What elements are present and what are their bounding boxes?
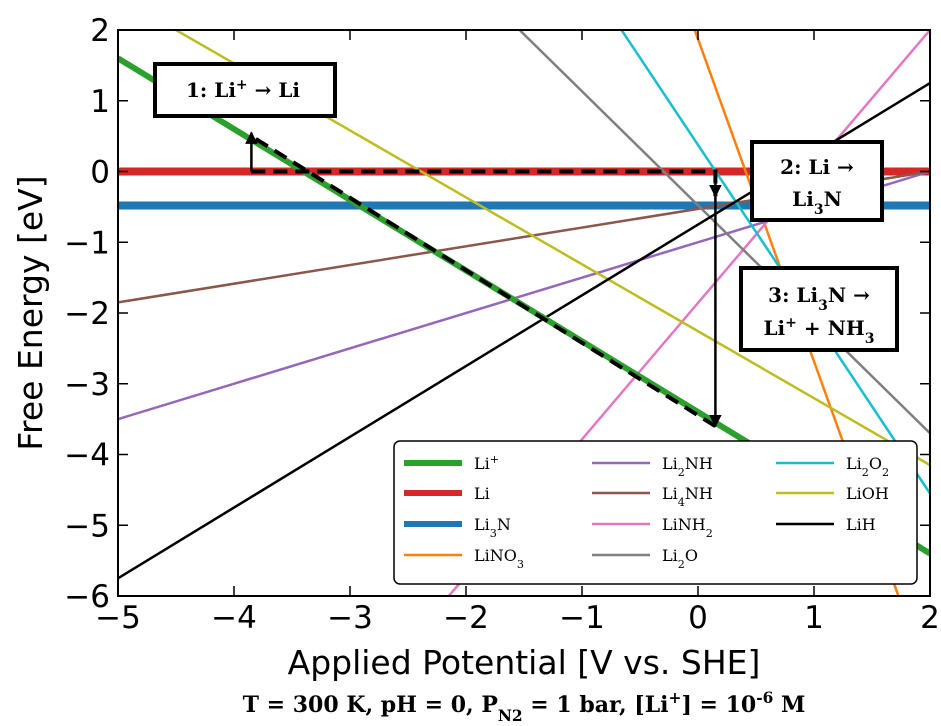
x-tick-label-3: −2 (443, 600, 489, 636)
x-tick-label-7: 2 (920, 600, 940, 636)
x-tick-label-5: 0 (688, 600, 708, 636)
legend-entry-1: Li (404, 484, 490, 503)
annotation-3-line-1: 3: Li3N → (768, 283, 870, 314)
legend-entry-7: Li2O (592, 546, 698, 571)
legend: Li+ Li Li3N LiNO3 Li2NH Li4NH LiNH2 Li2O Li2O2 Li… (393, 440, 918, 585)
legend-label-5: Li4NH (662, 484, 713, 509)
series-line-7 (517, 30, 930, 435)
y-tick-label-1: 1 (90, 84, 110, 120)
x-axis-label: Applied Potential [V vs. SHE] (288, 643, 761, 682)
path-diagonal-dashed (250, 134, 717, 428)
conditions-caption: T = 300 K, pH = 0, PN2 = 1 bar, [Li+] = … (243, 689, 806, 725)
legend-entry-3: LiNO3 (404, 546, 524, 571)
annotation-box-1: 1: Li+ → Li (153, 62, 337, 118)
legend-label-8: Li2O2 (846, 454, 889, 479)
legend-entry-4: Li2NH (592, 454, 713, 479)
legend-frame (393, 440, 918, 585)
y-tick-label-5: −3 (64, 367, 110, 403)
series-line-8 (620, 30, 930, 495)
y-tick-label-7: −5 (64, 508, 110, 544)
x-tick-label-0: −5 (95, 600, 141, 636)
legend-label-1: Li (474, 484, 490, 503)
legend-entry-0: Li+ (404, 453, 499, 474)
legend-entry-8: Li2O2 (776, 454, 889, 479)
annotation-2-line-1: 2: Li → (780, 155, 854, 179)
legend-label-10: LiH (846, 515, 876, 534)
annotation-3-line-2: Li+ + NH3 (763, 315, 874, 347)
legend-entry-9: LiOH (776, 484, 889, 503)
y-tick-label-4: −2 (64, 296, 110, 332)
x-tick-label-2: −3 (327, 600, 373, 636)
x-tick-label-1: −4 (211, 600, 257, 636)
x-tick-label-6: 1 (804, 600, 824, 636)
annotation-box-2: 2: Li → Li3N (750, 140, 884, 222)
y-tick-label-0: 2 (90, 13, 110, 49)
annotation-box-3: 3: Li3N →Li+ + NH3 (739, 266, 899, 352)
legend-label-0: Li+ (474, 453, 499, 474)
legend-label-3: LiNO3 (474, 546, 524, 571)
annotation-2-line-2: Li3N (792, 187, 842, 218)
reaction-path (245, 131, 722, 428)
legend-entry-2: Li3N (404, 515, 511, 540)
legend-label-9: LiOH (846, 484, 889, 503)
legend-entry-10: LiH (776, 515, 876, 534)
legend-entry-5: Li4NH (592, 484, 713, 509)
annotations: 1: Li+ → Li 2: Li → Li3N 3: Li3N →Li+ + NH3 (153, 62, 899, 352)
y-tick-label-3: −1 (64, 225, 110, 261)
legend-label-7: Li2O (662, 546, 698, 571)
annotation-1-line-1: 1: Li+ → Li (186, 77, 300, 102)
legend-label-2: Li3N (474, 515, 511, 540)
y-axis-label: Free Energy [eV] (11, 175, 50, 450)
y-tick-label-2: 0 (90, 155, 110, 191)
y-tick-label-8: −6 (64, 579, 110, 615)
y-tick-label-6: −4 (64, 438, 110, 474)
legend-label-4: Li2NH (662, 454, 713, 479)
legend-label-6: LiNH2 (662, 515, 713, 540)
x-tick-label-4: −1 (559, 600, 605, 636)
legend-entry-6: LiNH2 (592, 515, 713, 540)
